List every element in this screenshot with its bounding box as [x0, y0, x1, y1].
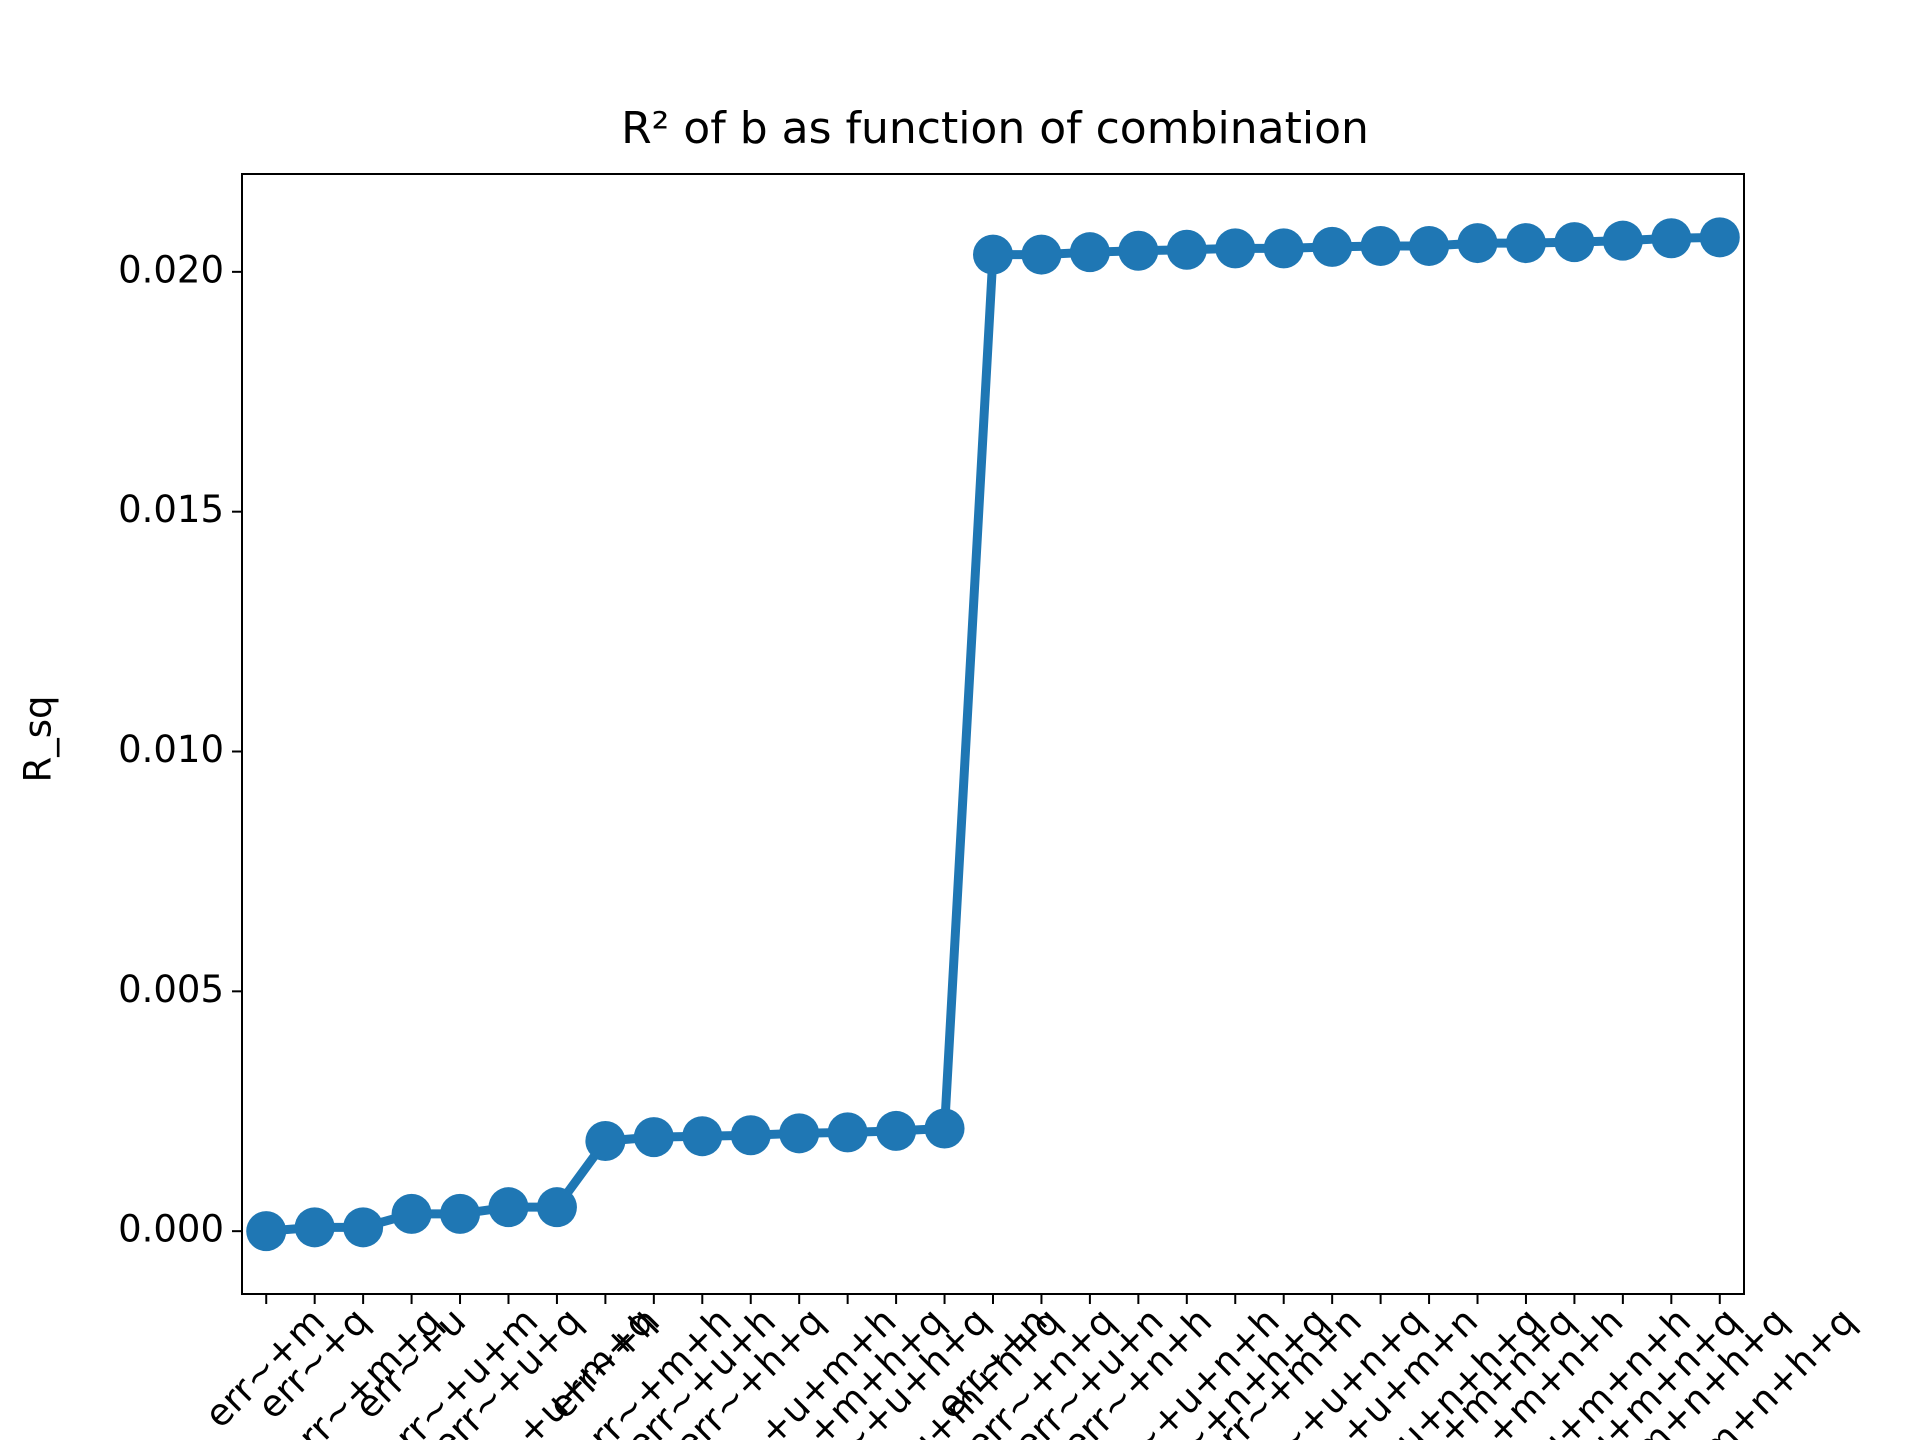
marker: [1312, 226, 1353, 267]
marker: [924, 1108, 965, 1149]
marker: [1021, 234, 1062, 275]
marker: [973, 234, 1013, 275]
y-tick-label: 0.005: [118, 968, 224, 1011]
marker: [1409, 225, 1450, 266]
marker: [440, 1193, 481, 1234]
marker: [294, 1207, 335, 1248]
marker: [536, 1187, 577, 1228]
chart-title: R² of b as function of combination: [621, 103, 1369, 154]
marker: [1166, 229, 1207, 270]
y-tick-label: 0.010: [118, 728, 224, 771]
marker: [246, 1211, 287, 1252]
marker: [1699, 217, 1740, 258]
marker: [1360, 225, 1401, 266]
marker: [343, 1207, 384, 1248]
marker: [682, 1116, 723, 1157]
marker: [1263, 228, 1304, 269]
marker: [391, 1193, 432, 1234]
y-tick-label: 0.020: [118, 248, 224, 291]
marker: [1554, 222, 1595, 263]
y-tick-label: 0.015: [118, 488, 224, 531]
marker: [1457, 223, 1498, 264]
marker: [1215, 228, 1256, 269]
marker: [1069, 232, 1110, 273]
marker: [585, 1120, 626, 1161]
marker: [1651, 218, 1692, 259]
marker: [1505, 223, 1546, 264]
marker: [730, 1115, 771, 1156]
y-axis-label: R_sq: [17, 696, 60, 783]
marker: [488, 1187, 529, 1228]
marker: [827, 1112, 868, 1153]
marker: [876, 1110, 917, 1151]
marker: [1118, 230, 1159, 271]
marker: [779, 1113, 820, 1154]
marker: [633, 1117, 674, 1158]
y-tick-label: 0.000: [118, 1208, 224, 1251]
plot-frame: [241, 173, 1745, 1295]
marker: [1602, 220, 1643, 261]
